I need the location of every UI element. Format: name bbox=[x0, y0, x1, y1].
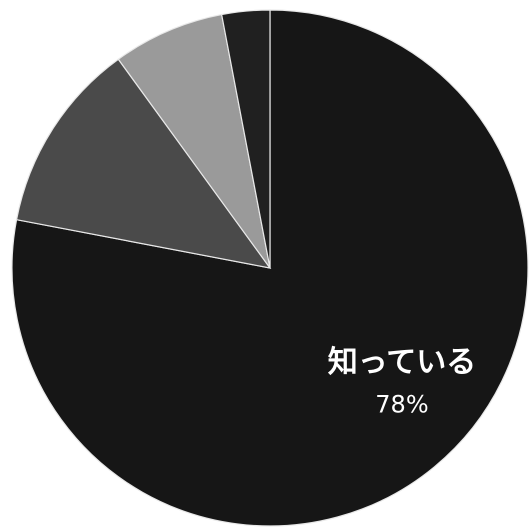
pie-slice bbox=[117, 13, 271, 269]
slice-label: 知っている bbox=[328, 345, 477, 380]
pie-slice bbox=[220, 9, 271, 269]
pie-slice bbox=[15, 58, 272, 269]
value-label: 78% bbox=[375, 390, 428, 418]
